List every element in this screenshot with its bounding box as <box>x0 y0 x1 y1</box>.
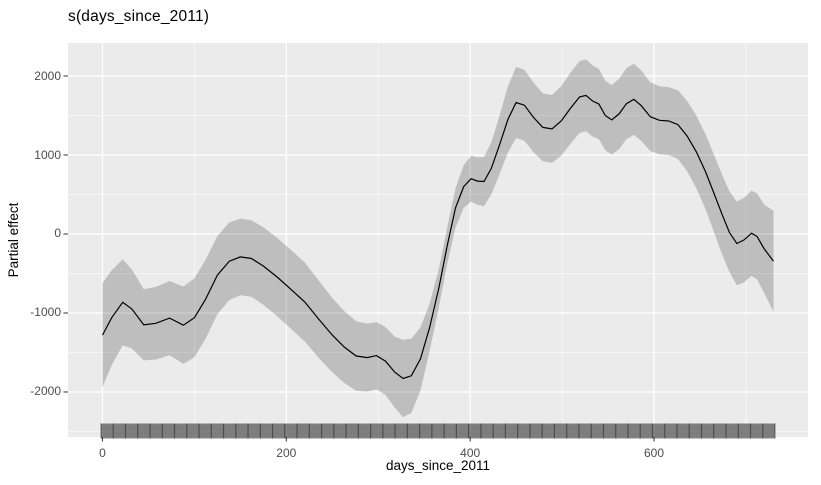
x-axis-tick-label: 0 <box>99 446 106 460</box>
y-axis-tick-label: -1000 <box>30 305 61 320</box>
y-axis-tick-label: 1000 <box>34 147 61 162</box>
x-axis-tick-label: 200 <box>276 446 297 460</box>
rug-band <box>100 423 776 439</box>
y-axis-tick-label: 2000 <box>34 68 61 83</box>
y-axis-tick-label: 0 <box>54 226 61 241</box>
y-axis-tick-label: -2000 <box>30 384 61 399</box>
x-axis-title: days_since_2011 <box>385 458 491 473</box>
confidence-ribbon <box>102 59 774 418</box>
panel-background <box>68 43 808 437</box>
x-axis-tick-label: 600 <box>644 446 665 460</box>
fit-line <box>101 94 774 380</box>
x-axis-tick-label: 400 <box>460 446 481 460</box>
plot-title: s(days_since_2011) <box>68 8 210 25</box>
